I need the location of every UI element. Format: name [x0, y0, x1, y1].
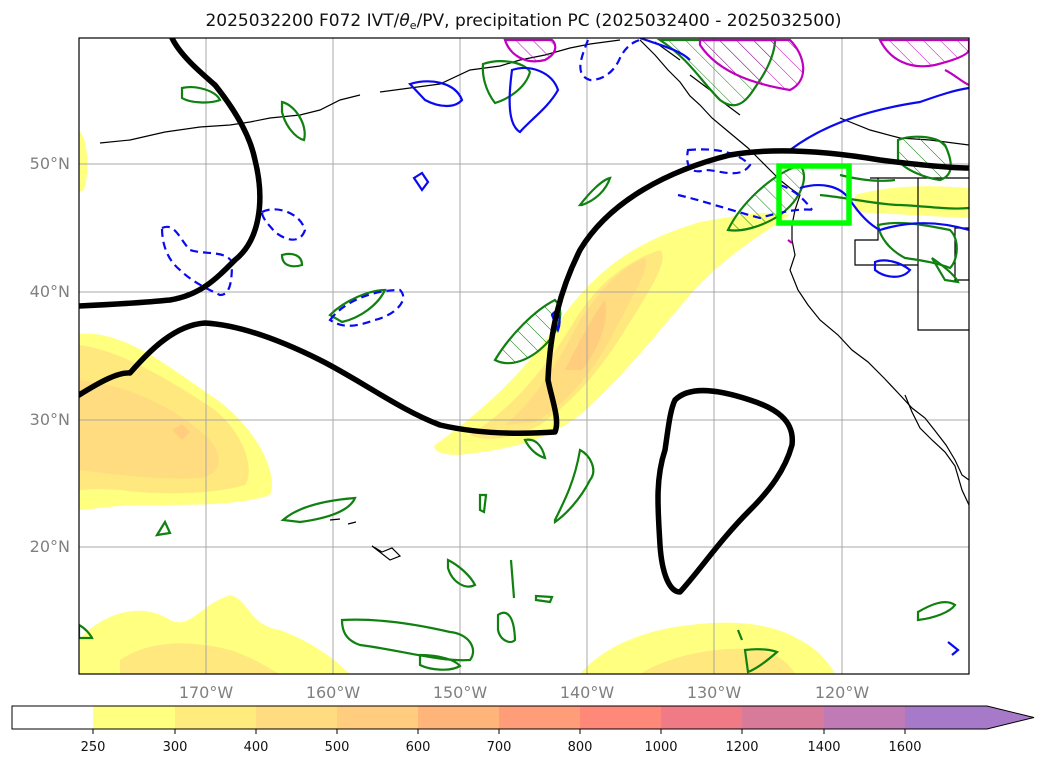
map-frame [78, 37, 970, 675]
pv-dashed-contours [160, 38, 816, 327]
ivt-fill-atmospheric-river [434, 212, 790, 455]
pv2-contours [79, 38, 969, 595]
colorbar [11, 705, 1035, 734]
lat-label-50n: 50°N [29, 154, 70, 173]
colorbar-tick-400: 400 [243, 740, 269, 755]
colorbar-tick-1200: 1200 [725, 740, 759, 755]
theta-e-contours [79, 60, 969, 674]
colorbar-tick-300: 300 [162, 740, 188, 755]
lon-label-120w: 120°W [814, 683, 870, 702]
target-region-box [776, 163, 852, 226]
colorbar-tick-600: 600 [405, 740, 431, 755]
lat-label-20n: 20°N [29, 537, 70, 556]
colorbar-tick-500: 500 [324, 740, 350, 755]
ivt-fill-south [79, 130, 969, 674]
pv-magenta-contours [787, 69, 969, 244]
colorbar-tick-250: 250 [80, 740, 106, 755]
lon-label-140w: 140°W [559, 683, 615, 702]
lon-label-130w: 130°W [686, 683, 742, 702]
colorbar-tick-700: 700 [486, 740, 512, 755]
lat-label-30n: 30°N [29, 410, 70, 429]
lon-label-160w: 160°W [305, 683, 361, 702]
colorbar-tick-1000: 1000 [644, 740, 678, 755]
map-title: 2025032200 F072 IVT/θe/PV, precipitation… [205, 11, 842, 32]
lon-label-150w: 150°W [432, 683, 488, 702]
colorbar-tick-1600: 1600 [888, 740, 922, 755]
lon-label-170w: 170°W [178, 683, 234, 702]
plot-area [79, 38, 969, 674]
colorbar-tick-800: 800 [567, 740, 593, 755]
graticule [79, 38, 969, 674]
pv-contours [407, 38, 969, 656]
colorbar-tick-1400: 1400 [807, 740, 841, 755]
lat-label-40n: 40°N [29, 282, 70, 301]
